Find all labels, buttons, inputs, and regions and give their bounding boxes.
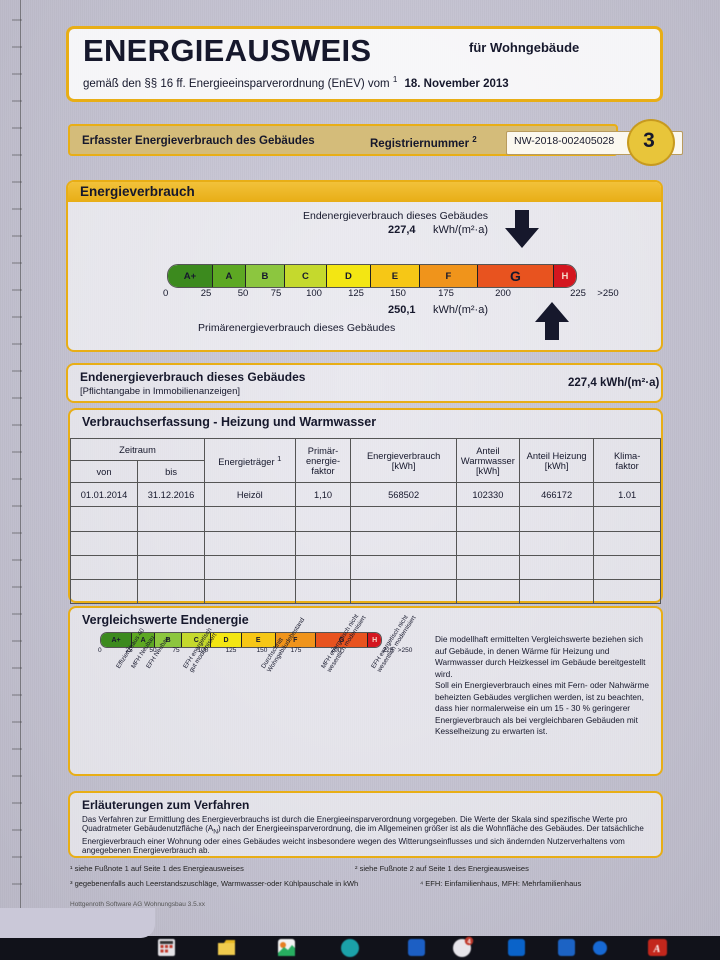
svg-text:A: A bbox=[653, 944, 661, 955]
